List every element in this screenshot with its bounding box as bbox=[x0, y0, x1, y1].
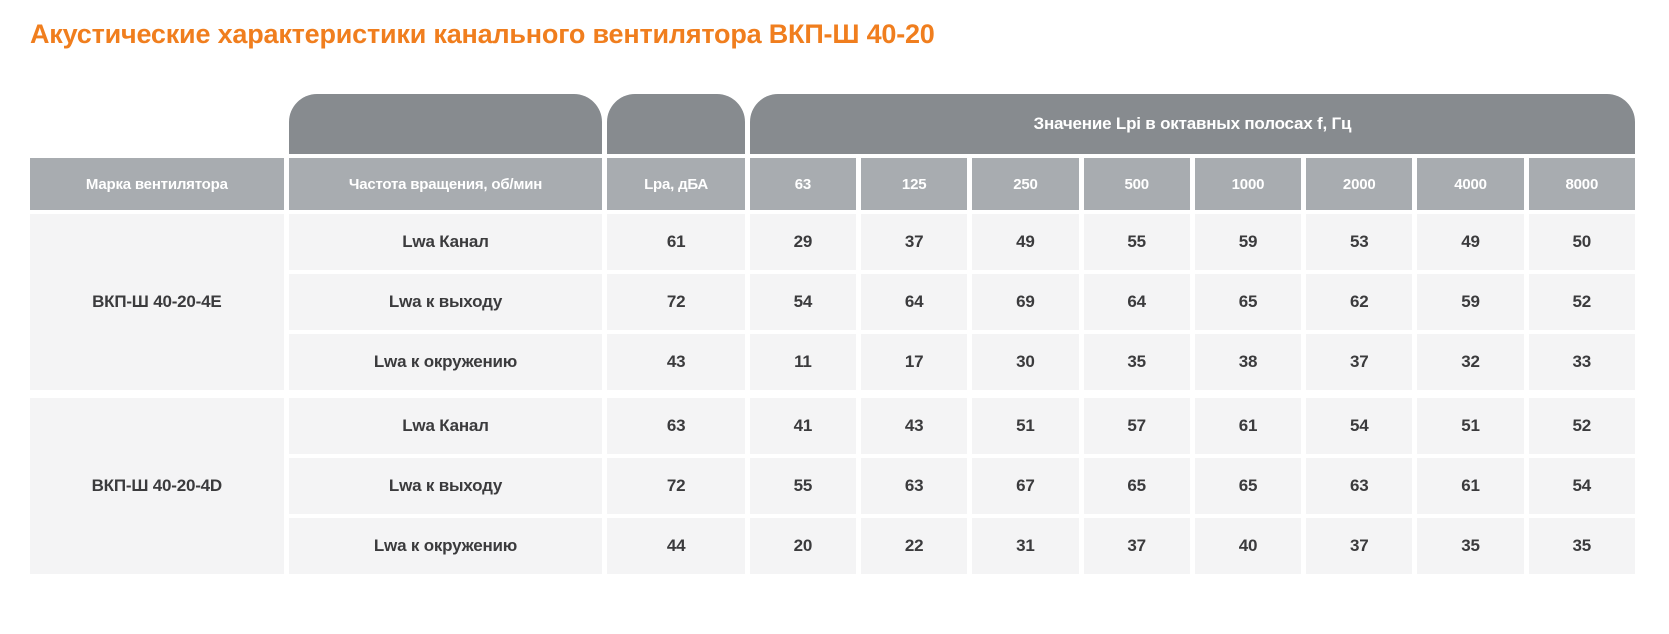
col-header-octave-125: 125 bbox=[861, 158, 968, 211]
octave-value-cell: 65 bbox=[1194, 458, 1302, 515]
lpa-value-cell: 44 bbox=[607, 518, 745, 575]
octave-value-cell: 59 bbox=[1194, 214, 1302, 271]
octave-value-cell: 37 bbox=[1306, 518, 1413, 575]
page-title: Акустические характеристики канального в… bbox=[30, 19, 935, 49]
octave-value-cell: 63 bbox=[861, 458, 968, 515]
octave-value-cell: 57 bbox=[1083, 398, 1190, 455]
col-header-octave-500: 500 bbox=[1083, 158, 1190, 211]
octave-value-cell: 35 bbox=[1528, 518, 1635, 575]
octave-value-cell: 67 bbox=[972, 458, 1079, 515]
table-row: Lwa к окружению 43 11 17 30 35 38 37 32 … bbox=[30, 334, 1635, 391]
row-label-cell: Lwa Канал bbox=[288, 398, 603, 455]
octave-value-cell: 51 bbox=[1417, 398, 1524, 455]
col-header-lpa: Lpa, дБА bbox=[607, 158, 745, 211]
table-row: ВКП-Ш 40-20-4D Lwa Канал 63 41 43 51 57 … bbox=[30, 398, 1635, 575]
octave-value-cell: 54 bbox=[1306, 398, 1413, 455]
lpa-value-cell: 63 bbox=[607, 398, 745, 455]
cap-freq-column bbox=[288, 94, 603, 155]
octave-value-cell: 61 bbox=[1417, 458, 1524, 515]
octave-value-cell: 22 bbox=[861, 518, 968, 575]
octave-value-cell: 17 bbox=[861, 334, 968, 391]
col-header-octave-4000: 4000 bbox=[1417, 158, 1524, 211]
col-header-model: Марка вентилятора bbox=[30, 158, 284, 211]
octave-value-cell: 53 bbox=[1306, 214, 1413, 271]
row-label-cell: Lwa к окружению bbox=[288, 518, 603, 575]
octave-value-cell: 64 bbox=[861, 274, 968, 331]
octave-value-cell: 63 bbox=[1306, 458, 1413, 515]
col-header-octave-63: 63 bbox=[749, 158, 857, 211]
octave-value-cell: 50 bbox=[1528, 214, 1635, 271]
row-label-cell: Lwa к выходу bbox=[288, 458, 603, 515]
table-row: Lwa к выходу 72 55 63 67 65 65 63 61 54 bbox=[30, 458, 1635, 515]
octave-value-cell: 37 bbox=[1083, 518, 1190, 575]
octave-value-cell: 54 bbox=[1528, 458, 1635, 515]
octave-value-cell: 65 bbox=[1083, 458, 1190, 515]
table-row: Lwa к выходу 72 54 64 69 64 65 62 59 52 bbox=[30, 274, 1635, 331]
octave-value-cell: 40 bbox=[1194, 518, 1302, 575]
octave-value-cell: 64 bbox=[1083, 274, 1190, 331]
octave-value-cell: 49 bbox=[972, 214, 1079, 271]
octave-value-cell: 41 bbox=[749, 398, 857, 455]
model-name-cell: ВКП-Ш 40-20-4D bbox=[30, 398, 284, 575]
octave-value-cell: 35 bbox=[1083, 334, 1190, 391]
octave-value-cell: 37 bbox=[861, 214, 968, 271]
octave-value-cell: 38 bbox=[1194, 334, 1302, 391]
octave-value-cell: 49 bbox=[1417, 214, 1524, 271]
col-header-octave-8000: 8000 bbox=[1528, 158, 1635, 211]
octave-value-cell: 55 bbox=[749, 458, 857, 515]
octave-value-cell: 32 bbox=[1417, 334, 1524, 391]
octave-value-cell: 54 bbox=[749, 274, 857, 331]
octave-value-cell: 33 bbox=[1528, 334, 1635, 391]
octave-value-cell: 62 bbox=[1306, 274, 1413, 331]
octave-value-cell: 37 bbox=[1306, 334, 1413, 391]
row-label-cell: Lwa к окружению bbox=[288, 334, 603, 391]
octave-value-cell: 29 bbox=[749, 214, 857, 271]
octave-value-cell: 59 bbox=[1417, 274, 1524, 331]
octave-value-cell: 43 bbox=[861, 398, 968, 455]
octave-value-cell: 55 bbox=[1083, 214, 1190, 271]
octave-value-cell: 51 bbox=[972, 398, 1079, 455]
lpa-value-cell: 43 bbox=[607, 334, 745, 391]
octave-value-cell: 20 bbox=[749, 518, 857, 575]
table-row: Lwa к окружению 44 20 22 31 37 40 37 35 … bbox=[30, 518, 1635, 575]
col-header-octave-250: 250 bbox=[972, 158, 1079, 211]
octave-value-cell: 69 bbox=[972, 274, 1079, 331]
octave-value-cell: 11 bbox=[749, 334, 857, 391]
octave-value-cell: 65 bbox=[1194, 274, 1302, 331]
octave-value-cell: 35 bbox=[1417, 518, 1524, 575]
acoustic-characteristics-table: Значение Lpi в октавных полосах f, Гц Ма… bbox=[25, 90, 1640, 578]
model-name-cell: ВКП-Ш 40-20-4E bbox=[30, 214, 284, 391]
table-row: ВКП-Ш 40-20-4E Lwa Канал 61 29 37 49 55 … bbox=[30, 214, 1635, 391]
octave-value-cell: 52 bbox=[1528, 274, 1635, 331]
octave-value-cell: 30 bbox=[972, 334, 1079, 391]
col-header-octave-2000: 2000 bbox=[1306, 158, 1413, 211]
row-label-cell: Lwa к выходу bbox=[288, 274, 603, 331]
octave-group-header: Значение Lpi в октавных полосах f, Гц bbox=[749, 94, 1635, 155]
col-header-freq: Частота вращения, об/мин bbox=[288, 158, 603, 211]
column-header-row: Марка вентилятора Частота вращения, об/м… bbox=[30, 158, 1635, 211]
lpa-value-cell: 72 bbox=[607, 458, 745, 515]
cap-blank bbox=[30, 94, 284, 154]
octave-value-cell: 61 bbox=[1194, 398, 1302, 455]
col-header-octave-1000: 1000 bbox=[1194, 158, 1302, 211]
lpa-value-cell: 72 bbox=[607, 274, 745, 331]
header-cap-row: Значение Lpi в октавных полосах f, Гц bbox=[30, 94, 1635, 155]
row-label-cell: Lwa Канал bbox=[288, 214, 603, 271]
octave-value-cell: 31 bbox=[972, 518, 1079, 575]
cap-lpa-column bbox=[607, 94, 745, 155]
octave-value-cell: 52 bbox=[1528, 398, 1635, 455]
lpa-value-cell: 61 bbox=[607, 214, 745, 271]
